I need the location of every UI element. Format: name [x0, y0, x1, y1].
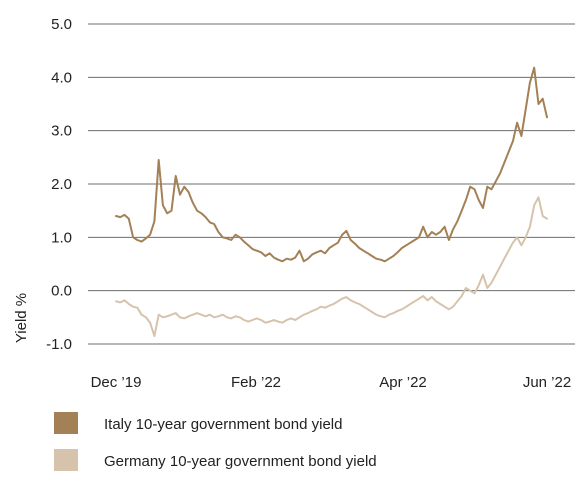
y-axis-ticks: 5.0 4.0 3.0 2.0 1.0 0.0 -1.0 [46, 16, 72, 353]
y-tick-label: 3.0 [51, 123, 72, 140]
y-tick-label: 5.0 [51, 16, 72, 33]
x-tick-label: Apr ’22 [379, 374, 427, 391]
legend-swatch [54, 412, 78, 434]
y-tick-label: 1.0 [51, 229, 72, 246]
germany-yield-line [115, 196, 548, 337]
gridlines [88, 23, 575, 345]
legend-label: Germany 10-year government bond yield [104, 453, 377, 470]
y-tick-label: 2.0 [51, 176, 72, 193]
x-tick-label: Feb ’22 [231, 374, 281, 391]
italy-yield-line [115, 66, 548, 263]
y-tick-label: -1.0 [46, 336, 72, 353]
x-tick-label: Jun ’22 [523, 374, 571, 391]
x-axis-ticks: Dec ’19 Feb ’22 Apr ’22 Jun ’22 [91, 374, 572, 391]
x-tick-label: Dec ’19 [91, 374, 142, 391]
y-axis-title: Yield % [13, 293, 30, 343]
legend-label: Italy 10-year government bond yield [104, 416, 342, 433]
legend-swatch [54, 449, 78, 471]
legend: Italy 10-year government bond yield Germa… [54, 412, 377, 471]
series-lines [115, 66, 548, 337]
y-tick-label: 4.0 [51, 69, 72, 86]
y-tick-label: 0.0 [51, 283, 72, 300]
